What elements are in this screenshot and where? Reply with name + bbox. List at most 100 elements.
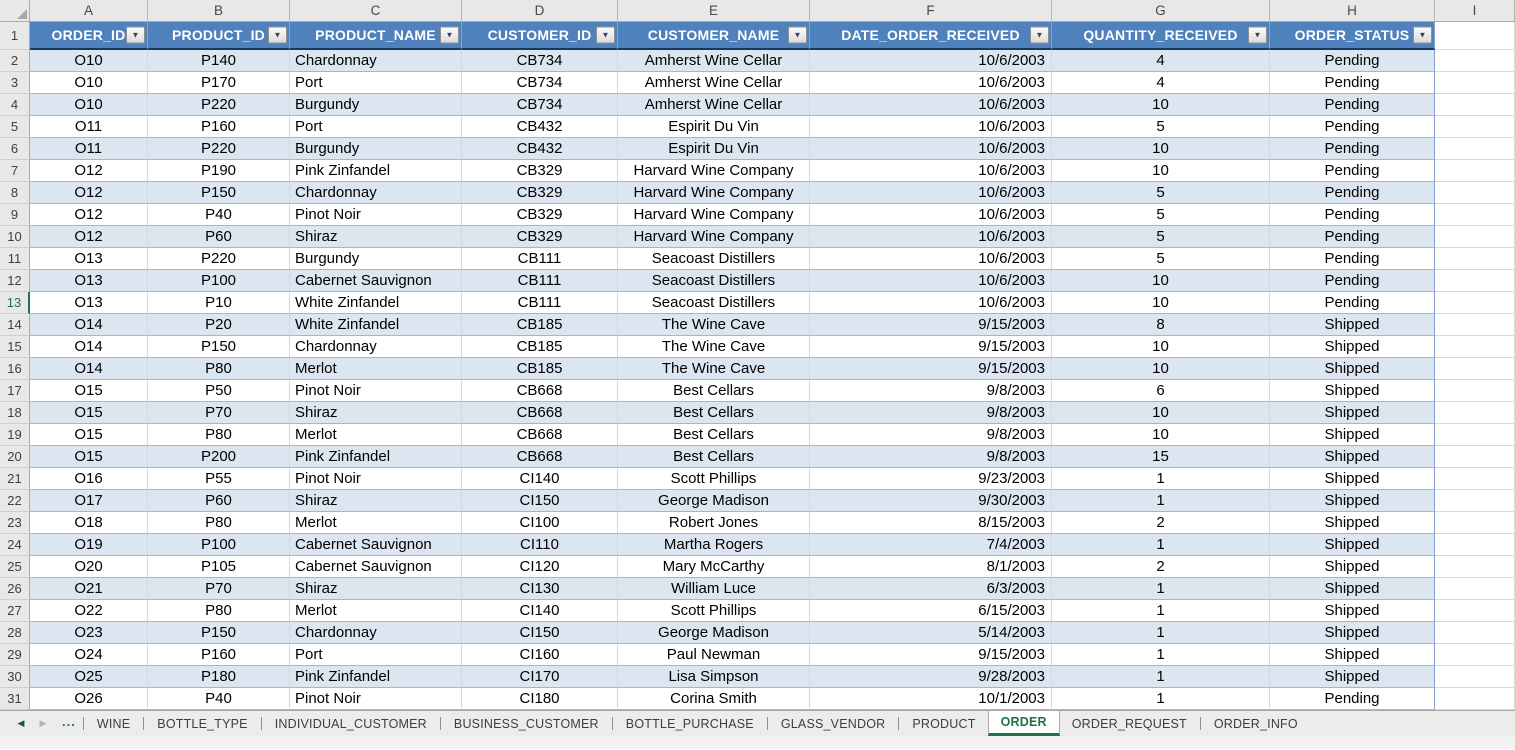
cell-G5[interactable]: 5 [1052, 116, 1270, 138]
table-header-order-status[interactable]: ORDER_STATUS ▼ [1270, 22, 1435, 50]
cell-A7[interactable]: O12 [30, 160, 148, 182]
cell-E17[interactable]: Best Cellars [618, 380, 810, 402]
column-header-I[interactable]: I [1435, 0, 1515, 21]
cell-B24[interactable]: P100 [148, 534, 290, 556]
cell-I28[interactable] [1435, 622, 1515, 644]
more-tabs-ellipsis[interactable]: ... [62, 714, 76, 729]
cell-B2[interactable]: P140 [148, 50, 290, 72]
filter-dropdown-button[interactable]: ▼ [268, 26, 287, 44]
column-header-E[interactable]: E [618, 0, 810, 21]
cell-E26[interactable]: William Luce [618, 578, 810, 600]
tab-scroll-left-icon[interactable]: ◀ [17, 718, 25, 728]
cell-C17[interactable]: Pinot Noir [290, 380, 462, 402]
cell-G19[interactable]: 10 [1052, 424, 1270, 446]
cell-B16[interactable]: P80 [148, 358, 290, 380]
cell-G28[interactable]: 1 [1052, 622, 1270, 644]
cell-F13[interactable]: 10/6/2003 [810, 292, 1052, 314]
cell-B5[interactable]: P160 [148, 116, 290, 138]
cell-B23[interactable]: P80 [148, 512, 290, 534]
table-header-quantity-received[interactable]: QUANTITY_RECEIVED ▼ [1052, 22, 1270, 50]
cell-E4[interactable]: Amherst Wine Cellar [618, 94, 810, 116]
cell-C14[interactable]: White Zinfandel [290, 314, 462, 336]
cell-I31[interactable] [1435, 688, 1515, 710]
cell-G9[interactable]: 5 [1052, 204, 1270, 226]
cell-A11[interactable]: O13 [30, 248, 148, 270]
cell-B15[interactable]: P150 [148, 336, 290, 358]
cell-I25[interactable] [1435, 556, 1515, 578]
row-header-17[interactable]: 17 [0, 380, 30, 402]
cell-D25[interactable]: CI120 [462, 556, 618, 578]
cell-D22[interactable]: CI150 [462, 490, 618, 512]
cell-B26[interactable]: P70 [148, 578, 290, 600]
cell-D15[interactable]: CB185 [462, 336, 618, 358]
cell-H6[interactable]: Pending [1270, 138, 1435, 160]
filter-dropdown-button[interactable]: ▼ [1030, 26, 1049, 44]
cell-A14[interactable]: O14 [30, 314, 148, 336]
cell-F6[interactable]: 10/6/2003 [810, 138, 1052, 160]
sheet-tab-bottle-purchase[interactable]: BOTTLE_PURCHASE [625, 716, 754, 731]
cell-E11[interactable]: Seacoast Distillers [618, 248, 810, 270]
sheet-tab-business-customer[interactable]: BUSINESS_CUSTOMER [453, 716, 599, 731]
cell-F23[interactable]: 8/15/2003 [810, 512, 1052, 534]
cell-D17[interactable]: CB668 [462, 380, 618, 402]
row-header-5[interactable]: 5 [0, 116, 30, 138]
cell-F5[interactable]: 10/6/2003 [810, 116, 1052, 138]
cell-G29[interactable]: 1 [1052, 644, 1270, 666]
cell-F14[interactable]: 9/15/2003 [810, 314, 1052, 336]
cell-I18[interactable] [1435, 402, 1515, 424]
cell-C18[interactable]: Shiraz [290, 402, 462, 424]
cell-D23[interactable]: CI100 [462, 512, 618, 534]
cell-D7[interactable]: CB329 [462, 160, 618, 182]
cell-B14[interactable]: P20 [148, 314, 290, 336]
cell-I10[interactable] [1435, 226, 1515, 248]
cell-C3[interactable]: Port [290, 72, 462, 94]
cell-F3[interactable]: 10/6/2003 [810, 72, 1052, 94]
cell-I9[interactable] [1435, 204, 1515, 226]
cell-I8[interactable] [1435, 182, 1515, 204]
cell-A28[interactable]: O23 [30, 622, 148, 644]
cell-G11[interactable]: 5 [1052, 248, 1270, 270]
cell-D28[interactable]: CI150 [462, 622, 618, 644]
cell-I17[interactable] [1435, 380, 1515, 402]
cell-C28[interactable]: Chardonnay [290, 622, 462, 644]
cell-C7[interactable]: Pink Zinfandel [290, 160, 462, 182]
cell-I14[interactable] [1435, 314, 1515, 336]
cell-I24[interactable] [1435, 534, 1515, 556]
cell-C27[interactable]: Merlot [290, 600, 462, 622]
cell-G13[interactable]: 10 [1052, 292, 1270, 314]
row-header-1[interactable]: 1 [0, 22, 30, 50]
sheet-tab-product[interactable]: PRODUCT [912, 716, 976, 731]
cell-E20[interactable]: Best Cellars [618, 446, 810, 468]
cell-C20[interactable]: Pink Zinfandel [290, 446, 462, 468]
cell-C10[interactable]: Shiraz [290, 226, 462, 248]
table-header-date-order-received[interactable]: DATE_ORDER_RECEIVED ▼ [810, 22, 1052, 50]
cell-C24[interactable]: Cabernet Sauvignon [290, 534, 462, 556]
cell-E8[interactable]: Harvard Wine Company [618, 182, 810, 204]
cell-B12[interactable]: P100 [148, 270, 290, 292]
row-header-3[interactable]: 3 [0, 72, 30, 94]
cell-D5[interactable]: CB432 [462, 116, 618, 138]
cell-E24[interactable]: Martha Rogers [618, 534, 810, 556]
cell-H4[interactable]: Pending [1270, 94, 1435, 116]
cell-H18[interactable]: Shipped [1270, 402, 1435, 424]
cell-C16[interactable]: Merlot [290, 358, 462, 380]
cell-B20[interactable]: P200 [148, 446, 290, 468]
cell-B19[interactable]: P80 [148, 424, 290, 446]
cell-H25[interactable]: Shipped [1270, 556, 1435, 578]
cell-E31[interactable]: Corina Smith [618, 688, 810, 710]
cell-H13[interactable]: Pending [1270, 292, 1435, 314]
cell-H21[interactable]: Shipped [1270, 468, 1435, 490]
cell-A20[interactable]: O15 [30, 446, 148, 468]
cell-C13[interactable]: White Zinfandel [290, 292, 462, 314]
filter-dropdown-button[interactable]: ▼ [1248, 26, 1267, 44]
cell-H8[interactable]: Pending [1270, 182, 1435, 204]
cell-G26[interactable]: 1 [1052, 578, 1270, 600]
cell-H10[interactable]: Pending [1270, 226, 1435, 248]
cell-G12[interactable]: 10 [1052, 270, 1270, 292]
tab-scroll-right-icon[interactable]: ▶ [39, 718, 47, 728]
row-header-13[interactable]: 13 [0, 292, 30, 314]
cell-A22[interactable]: O17 [30, 490, 148, 512]
row-header-25[interactable]: 25 [0, 556, 30, 578]
cell-H9[interactable]: Pending [1270, 204, 1435, 226]
cell-D16[interactable]: CB185 [462, 358, 618, 380]
